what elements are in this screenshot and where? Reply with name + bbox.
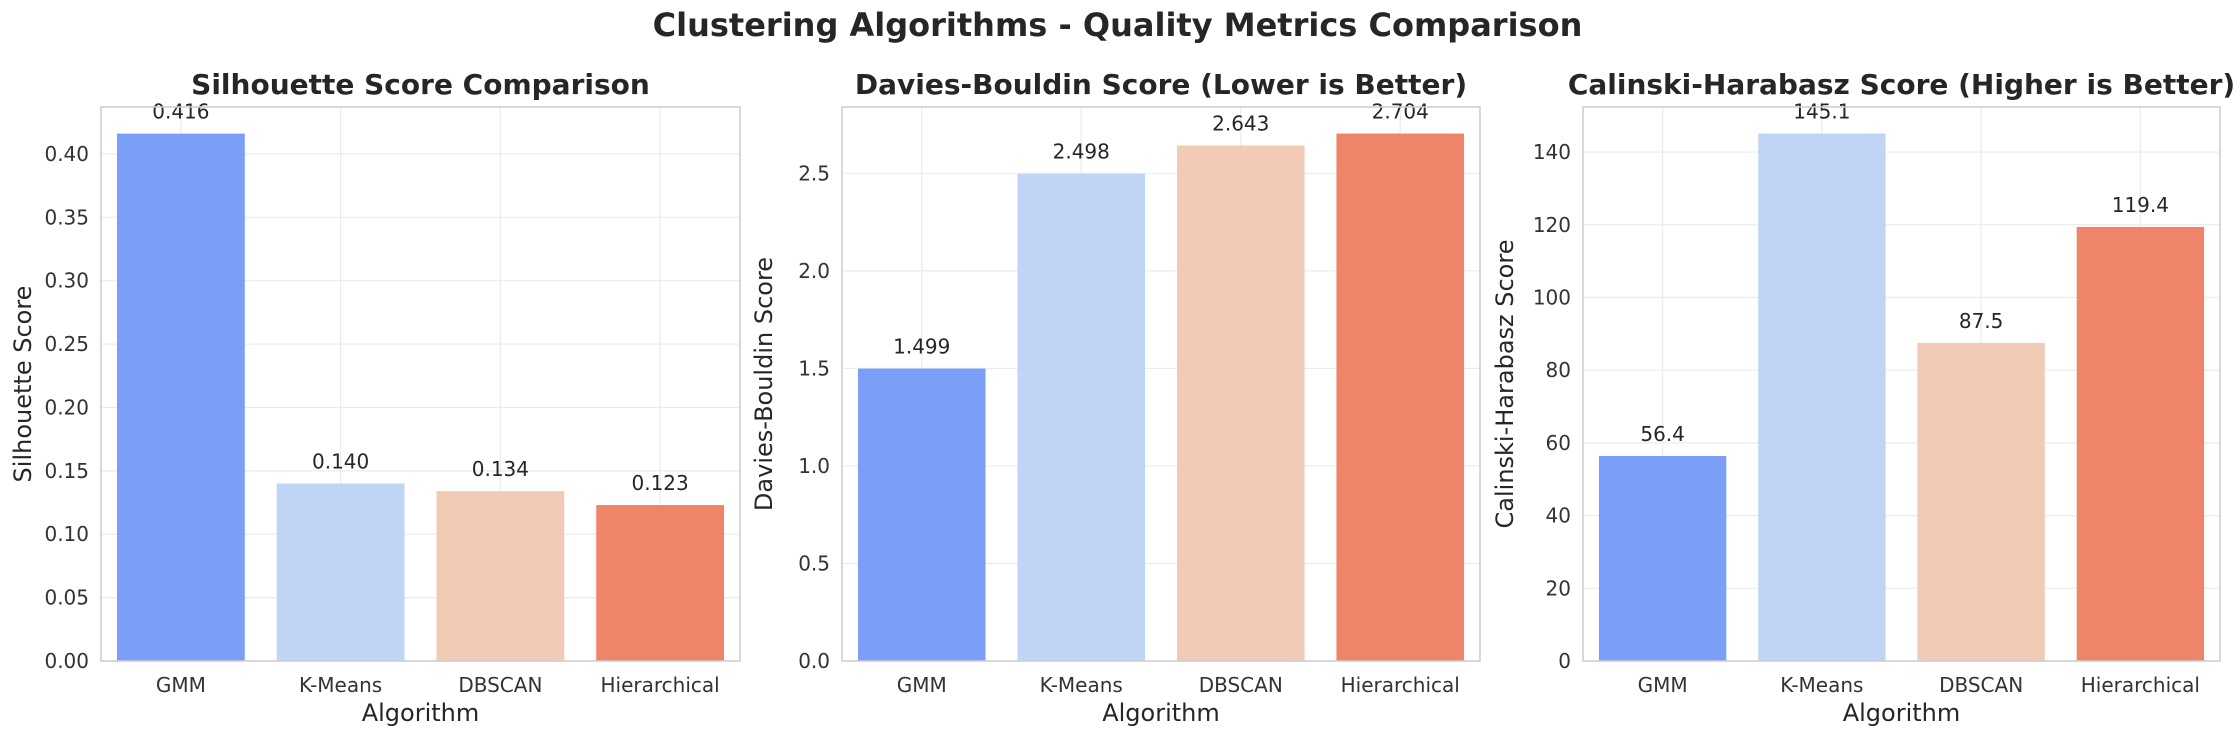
x-tick-label: GMM [1638, 673, 1688, 697]
bar [1336, 133, 1465, 662]
data-label: 0.134 [472, 457, 529, 481]
bar [276, 483, 405, 661]
data-label: 1.499 [893, 335, 950, 359]
y-tick-label: 0.00 [44, 649, 89, 673]
bar [436, 491, 565, 661]
plot-frame [100, 106, 741, 662]
data-label: 2.643 [1212, 111, 1269, 135]
data-label: 119.4 [2112, 193, 2169, 217]
y-tick-label: 0.20 [44, 395, 89, 419]
y-tick-label: 40 [1546, 504, 1571, 528]
y-tick-label: 0.10 [44, 522, 89, 546]
bar [1017, 173, 1146, 661]
bar [1758, 133, 1886, 661]
figure-title: Clustering Algorithms - Quality Metrics … [652, 6, 1583, 44]
x-tick-label: GMM [156, 673, 206, 697]
y-tick-label: 0.30 [44, 269, 89, 293]
x-tick-label: K-Means [1780, 673, 1863, 697]
y-tick-label: 1.0 [798, 454, 830, 478]
bar [1176, 145, 1305, 661]
x-tick-label: DBSCAN [458, 673, 542, 697]
y-tick-label: 0.25 [44, 332, 89, 356]
y-axis-label: Davies-Bouldin Score [750, 257, 778, 511]
y-tick-label: 0.35 [44, 205, 89, 229]
bar [1917, 342, 2045, 661]
data-label: 2.498 [1053, 140, 1110, 164]
plot-frame [841, 106, 1481, 662]
chart-title: Silhouette Score Comparison [191, 68, 650, 101]
data-label: 0.140 [312, 450, 369, 474]
y-tick-label: 0.05 [44, 586, 89, 610]
y-tick-label: 140 [1533, 140, 1571, 164]
y-tick-label: 1.5 [798, 356, 830, 380]
data-label: 0.123 [631, 471, 688, 495]
data-label: 2.704 [1372, 100, 1429, 124]
y-tick-label: 20 [1546, 576, 1571, 600]
chart-title: Calinski-Harabasz Score (Higher is Bette… [1568, 68, 2235, 101]
x-tick-label: GMM [897, 673, 947, 697]
y-tick-label: 100 [1533, 285, 1571, 309]
bar [1598, 455, 1727, 661]
data-label: 87.5 [1959, 309, 2004, 333]
y-tick-label: 0.0 [798, 649, 830, 673]
x-tick-label: K-Means [1040, 673, 1123, 697]
x-tick-label: K-Means [299, 673, 382, 697]
plot-frame [1582, 106, 2221, 662]
x-tick-label: Hierarchical [1341, 673, 1460, 697]
x-tick-label: DBSCAN [1939, 673, 2023, 697]
bar [857, 368, 986, 661]
y-axis-label: Calinski-Harabasz Score [1491, 240, 1519, 529]
x-axis-label: Algorithm [1843, 699, 1961, 727]
data-label: 0.416 [152, 100, 209, 124]
silhouette-chart: 0.416 0.140 0.134 0.123 0.00 0.05 0.10 0.15 0.20… [9, 68, 741, 727]
y-tick-label: 0.15 [44, 459, 89, 483]
chart-title: Davies-Bouldin Score (Lower is Better) [855, 68, 1467, 101]
calinski-harabasz-chart: 56.4 145.1 87.5 119.4 0 20 40 60 80 100 120 140 GMM K… [1491, 68, 2235, 727]
y-tick-label: 0.40 [44, 142, 89, 166]
x-tick-label: Hierarchical [601, 673, 720, 697]
y-tick-label: 0.5 [798, 551, 830, 575]
y-tick-label: 2.0 [798, 259, 830, 283]
data-label: 56.4 [1640, 422, 1685, 446]
y-tick-label: 0 [1558, 649, 1571, 673]
y-axis-label: Silhouette Score [9, 286, 37, 483]
x-axis-label: Algorithm [1102, 699, 1220, 727]
x-tick-label: Hierarchical [2081, 673, 2200, 697]
davies-bouldin-chart: 1.499 2.498 2.643 2.704 0.0 0.5 1.0 1.5 2.0 2.5 GM… [750, 68, 1481, 727]
y-tick-label: 120 [1533, 213, 1571, 237]
x-tick-label: DBSCAN [1199, 673, 1283, 697]
bar [2076, 226, 2205, 661]
y-tick-label: 2.5 [798, 161, 830, 185]
data-label: 145.1 [1793, 100, 1850, 124]
bar [596, 505, 725, 661]
x-axis-label: Algorithm [362, 699, 480, 727]
y-tick-label: 80 [1546, 358, 1571, 382]
bar [116, 133, 245, 661]
y-tick-label: 60 [1546, 431, 1571, 455]
